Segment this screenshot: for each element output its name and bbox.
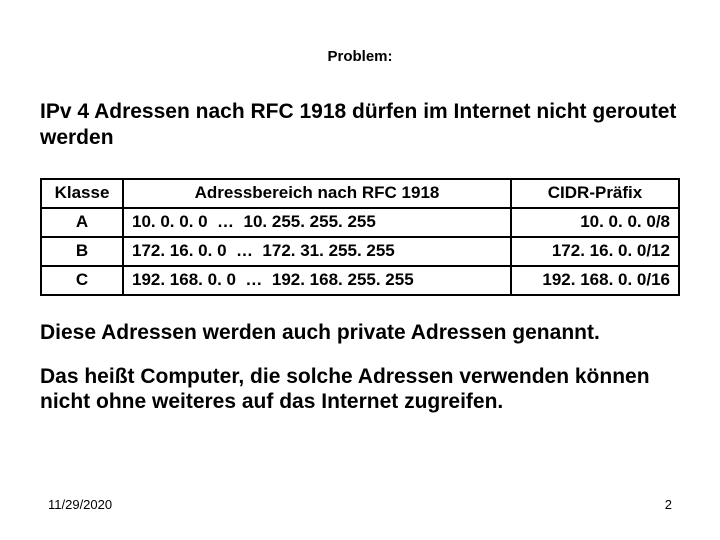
cell-range: 172. 16. 0. 0 … 172. 31. 255. 255 bbox=[123, 237, 511, 266]
slide: Problem: IPv 4 Adressen nach RFC 1918 dü… bbox=[0, 0, 720, 540]
table-row: A 10. 0. 0. 0 … 10. 255. 255. 255 10. 0.… bbox=[41, 208, 679, 237]
cell-klasse: A bbox=[41, 208, 123, 237]
cell-cidr: 172. 16. 0. 0/12 bbox=[511, 237, 679, 266]
cell-klasse: B bbox=[41, 237, 123, 266]
cell-cidr: 10. 0. 0. 0/8 bbox=[511, 208, 679, 237]
cell-klasse: C bbox=[41, 266, 123, 295]
slide-footer: 11/29/2020 2 bbox=[0, 497, 720, 512]
rfc1918-table: Klasse Adressbereich nach RFC 1918 CIDR-… bbox=[40, 178, 680, 296]
col-header-cidr: CIDR-Präfix bbox=[511, 179, 679, 208]
cell-range: 192. 168. 0. 0 … 192. 168. 255. 255 bbox=[123, 266, 511, 295]
footer-page-number: 2 bbox=[665, 497, 672, 512]
col-header-range: Adressbereich nach RFC 1918 bbox=[123, 179, 511, 208]
table-row: C 192. 168. 0. 0 … 192. 168. 255. 255 19… bbox=[41, 266, 679, 295]
lead-paragraph: IPv 4 Adressen nach RFC 1918 dürfen im I… bbox=[40, 99, 680, 150]
table-header-row: Klasse Adressbereich nach RFC 1918 CIDR-… bbox=[41, 179, 679, 208]
slide-title: Problem: bbox=[40, 48, 680, 65]
cell-range: 10. 0. 0. 0 … 10. 255. 255. 255 bbox=[123, 208, 511, 237]
col-header-klasse: Klasse bbox=[41, 179, 123, 208]
footer-date: 11/29/2020 bbox=[48, 497, 112, 512]
table-row: B 172. 16. 0. 0 … 172. 31. 255. 255 172.… bbox=[41, 237, 679, 266]
paragraph-1: Diese Adressen werden auch private Adres… bbox=[40, 320, 680, 346]
paragraph-2: Das heißt Computer, die solche Adressen … bbox=[40, 364, 680, 415]
cell-cidr: 192. 168. 0. 0/16 bbox=[511, 266, 679, 295]
